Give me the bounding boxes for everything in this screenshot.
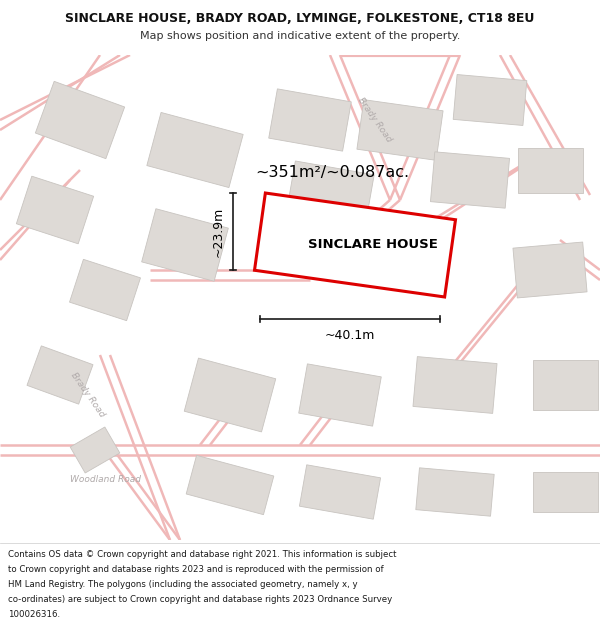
Polygon shape xyxy=(147,112,243,188)
Text: ~351m²/~0.087ac.: ~351m²/~0.087ac. xyxy=(255,164,409,179)
Text: SINCLARE HOUSE, BRADY ROAD, LYMINGE, FOLKESTONE, CT18 8EU: SINCLARE HOUSE, BRADY ROAD, LYMINGE, FOL… xyxy=(65,12,535,25)
Polygon shape xyxy=(70,427,120,473)
Polygon shape xyxy=(16,176,94,244)
Text: ~23.9m: ~23.9m xyxy=(212,206,224,257)
Polygon shape xyxy=(142,209,229,281)
Polygon shape xyxy=(533,360,598,410)
Polygon shape xyxy=(453,74,527,126)
Text: Woodland Road: Woodland Road xyxy=(70,476,140,484)
Polygon shape xyxy=(184,358,276,432)
Text: ~40.1m: ~40.1m xyxy=(325,329,375,342)
Text: Brady Road: Brady Road xyxy=(356,96,394,144)
Polygon shape xyxy=(357,99,443,161)
Polygon shape xyxy=(269,89,351,151)
Polygon shape xyxy=(517,148,583,192)
Polygon shape xyxy=(35,81,125,159)
Polygon shape xyxy=(70,259,140,321)
Polygon shape xyxy=(299,364,381,426)
Text: Brady Road: Brady Road xyxy=(69,371,107,419)
Text: co-ordinates) are subject to Crown copyright and database rights 2023 Ordnance S: co-ordinates) are subject to Crown copyr… xyxy=(8,595,392,604)
Polygon shape xyxy=(533,472,598,512)
Text: Map shows position and indicative extent of the property.: Map shows position and indicative extent… xyxy=(140,31,460,41)
Polygon shape xyxy=(413,357,497,413)
Polygon shape xyxy=(416,468,494,516)
Polygon shape xyxy=(186,456,274,514)
Text: to Crown copyright and database rights 2023 and is reproduced with the permissio: to Crown copyright and database rights 2… xyxy=(8,565,383,574)
Polygon shape xyxy=(254,193,455,297)
Polygon shape xyxy=(430,152,509,208)
Polygon shape xyxy=(27,346,93,404)
Text: Contains OS data © Crown copyright and database right 2021. This information is : Contains OS data © Crown copyright and d… xyxy=(8,550,397,559)
Polygon shape xyxy=(299,465,380,519)
Text: SINCLARE HOUSE: SINCLARE HOUSE xyxy=(308,239,438,251)
Text: HM Land Registry. The polygons (including the associated geometry, namely x, y: HM Land Registry. The polygons (includin… xyxy=(8,580,358,589)
Text: 100026316.: 100026316. xyxy=(8,610,60,619)
Polygon shape xyxy=(513,242,587,298)
Polygon shape xyxy=(286,161,374,229)
